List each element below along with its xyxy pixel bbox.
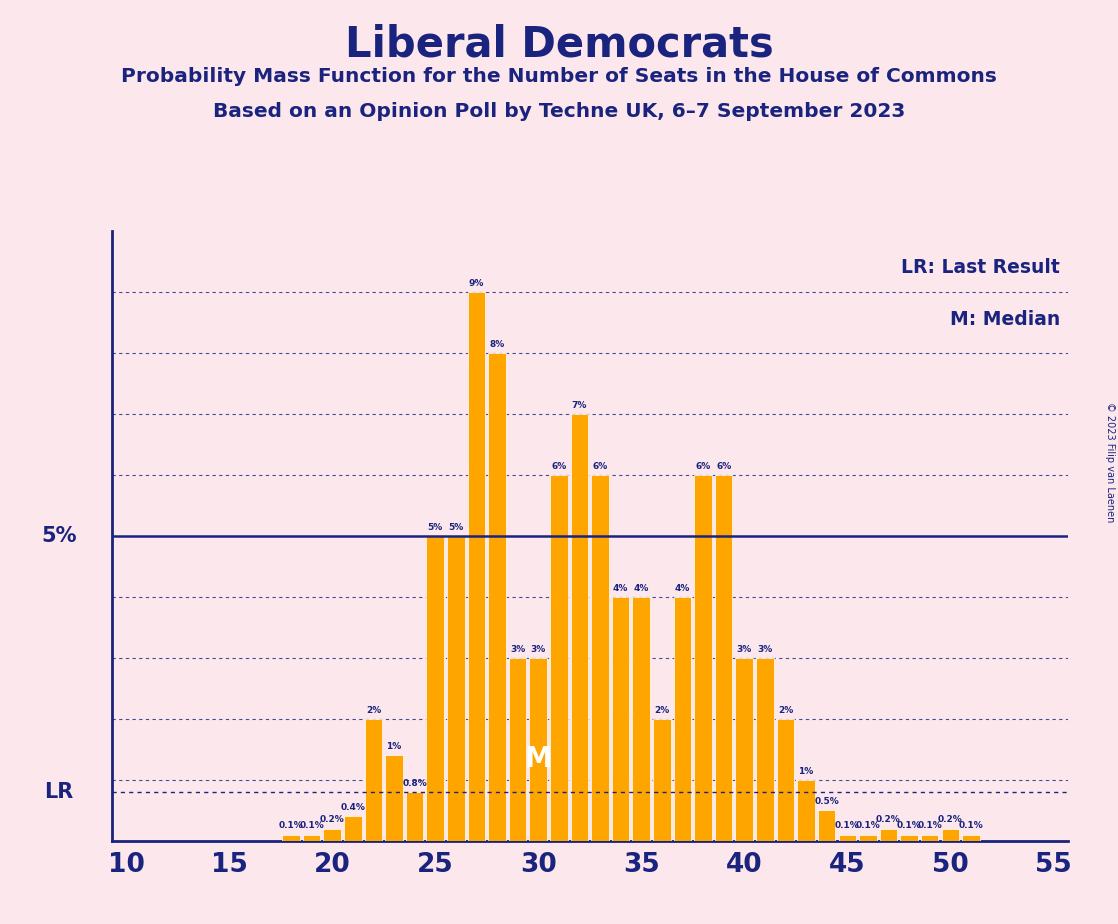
Bar bbox=[344, 817, 361, 841]
Text: 7%: 7% bbox=[571, 401, 587, 409]
Text: M: Median: M: Median bbox=[950, 310, 1060, 329]
Bar bbox=[303, 834, 321, 841]
Text: 1%: 1% bbox=[798, 767, 814, 775]
Bar bbox=[674, 597, 691, 841]
Text: 0.1%: 0.1% bbox=[855, 821, 880, 831]
Bar bbox=[633, 597, 650, 841]
Text: 0.1%: 0.1% bbox=[300, 821, 324, 831]
Text: 5%: 5% bbox=[41, 526, 77, 546]
Bar bbox=[612, 597, 629, 841]
Bar bbox=[489, 353, 505, 841]
Text: 6%: 6% bbox=[716, 462, 731, 470]
Bar bbox=[714, 475, 732, 841]
Text: 0.5%: 0.5% bbox=[814, 797, 838, 806]
Text: 3%: 3% bbox=[737, 645, 752, 653]
Text: 8%: 8% bbox=[490, 340, 504, 348]
Text: 6%: 6% bbox=[695, 462, 711, 470]
Text: 2%: 2% bbox=[366, 706, 381, 714]
Bar bbox=[364, 719, 382, 841]
Text: Based on an Opinion Poll by Techne UK, 6–7 September 2023: Based on an Opinion Poll by Techne UK, 6… bbox=[212, 102, 906, 121]
Bar bbox=[323, 829, 341, 841]
Bar bbox=[591, 475, 609, 841]
Bar bbox=[838, 834, 856, 841]
Text: 2%: 2% bbox=[778, 706, 793, 714]
Bar bbox=[818, 810, 835, 841]
Text: 0.2%: 0.2% bbox=[938, 815, 963, 824]
Bar bbox=[921, 834, 938, 841]
Bar bbox=[777, 719, 794, 841]
Text: 3%: 3% bbox=[510, 645, 525, 653]
Text: 4%: 4% bbox=[675, 584, 690, 592]
Text: LR: Last Result: LR: Last Result bbox=[901, 259, 1060, 277]
Bar bbox=[963, 834, 979, 841]
Text: 0.4%: 0.4% bbox=[340, 803, 366, 812]
Text: 0.1%: 0.1% bbox=[917, 821, 942, 831]
Text: Liberal Democrats: Liberal Democrats bbox=[344, 23, 774, 65]
Text: 0.2%: 0.2% bbox=[877, 815, 901, 824]
Text: 0.1%: 0.1% bbox=[278, 821, 303, 831]
Text: © 2023 Filip van Laenen: © 2023 Filip van Laenen bbox=[1106, 402, 1115, 522]
Text: 1%: 1% bbox=[387, 742, 401, 751]
Text: 2%: 2% bbox=[654, 706, 670, 714]
Text: 0.1%: 0.1% bbox=[958, 821, 983, 831]
Bar bbox=[282, 834, 300, 841]
Bar bbox=[467, 292, 485, 841]
Bar bbox=[880, 829, 898, 841]
Bar bbox=[530, 658, 547, 841]
Text: 0.1%: 0.1% bbox=[835, 821, 860, 831]
Text: 6%: 6% bbox=[593, 462, 608, 470]
Bar bbox=[797, 780, 815, 841]
Bar bbox=[694, 475, 712, 841]
Bar bbox=[900, 834, 918, 841]
Bar bbox=[736, 658, 754, 841]
Bar bbox=[859, 834, 877, 841]
Text: 3%: 3% bbox=[757, 645, 773, 653]
Text: 4%: 4% bbox=[613, 584, 628, 592]
Bar bbox=[756, 658, 774, 841]
Text: 0.1%: 0.1% bbox=[897, 821, 921, 831]
Text: M: M bbox=[524, 745, 552, 772]
Bar bbox=[426, 536, 444, 841]
Bar bbox=[386, 756, 402, 841]
Text: 4%: 4% bbox=[634, 584, 648, 592]
Bar bbox=[653, 719, 671, 841]
Text: 0.2%: 0.2% bbox=[320, 815, 344, 824]
Text: 9%: 9% bbox=[468, 279, 484, 287]
Bar bbox=[447, 536, 465, 841]
Text: 6%: 6% bbox=[551, 462, 567, 470]
Text: 5%: 5% bbox=[427, 523, 443, 531]
Text: 5%: 5% bbox=[448, 523, 464, 531]
Text: 3%: 3% bbox=[531, 645, 546, 653]
Bar bbox=[941, 829, 959, 841]
Bar bbox=[406, 792, 424, 841]
Text: 0.8%: 0.8% bbox=[402, 779, 427, 788]
Text: LR: LR bbox=[45, 782, 74, 802]
Bar bbox=[550, 475, 568, 841]
Bar bbox=[570, 414, 588, 841]
Text: Probability Mass Function for the Number of Seats in the House of Commons: Probability Mass Function for the Number… bbox=[121, 67, 997, 86]
Bar bbox=[509, 658, 527, 841]
